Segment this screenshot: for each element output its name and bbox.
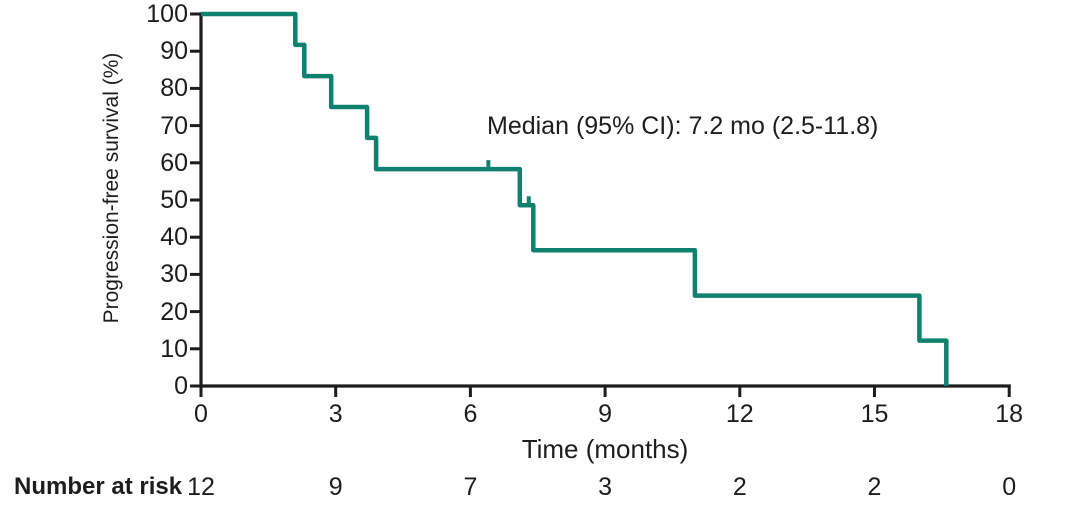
- y-tick-label: 80: [160, 74, 188, 103]
- y-tick-label: 10: [160, 334, 188, 363]
- y-tick-label: 0: [174, 372, 188, 400]
- y-tick-label: 40: [160, 223, 188, 252]
- number-at-risk-value: 3: [598, 473, 613, 501]
- x-tick-label: 9: [598, 400, 613, 428]
- number-at-risk-value: 9: [328, 473, 343, 501]
- number-at-risk-value: 7: [463, 473, 478, 501]
- median-annotation: Median (95% CI): 7.2 mo (2.5-11.8): [487, 112, 879, 140]
- axes-lines: [199, 12, 1011, 388]
- number-at-risk-value: 12: [187, 473, 215, 501]
- y-tick-label: 30: [160, 260, 188, 289]
- km-step-curve: [201, 11, 949, 386]
- x-tick-label: 15: [860, 400, 889, 428]
- x-tick-label: 6: [463, 400, 478, 428]
- number-at-risk-value: 2: [867, 473, 882, 501]
- x-tick-label: 3: [328, 400, 343, 428]
- y-tick-label: 100: [146, 0, 188, 28]
- y-tick-label: 90: [160, 37, 188, 66]
- number-at-risk-value: 0: [1002, 473, 1017, 501]
- y-tick-label: 60: [160, 148, 188, 177]
- number-at-risk-label: Number at risk: [14, 473, 183, 500]
- x-tick-label: 0: [194, 400, 208, 428]
- y-tick-label: 50: [160, 186, 188, 214]
- x-tick-label: 12: [725, 400, 754, 428]
- y-tick-label: 20: [160, 297, 188, 326]
- x-tick-label: 18: [995, 400, 1024, 428]
- x-axis-title: Time (months): [521, 434, 689, 464]
- number-at-risk-value: 2: [732, 473, 747, 501]
- y-tick-label: 70: [160, 111, 188, 140]
